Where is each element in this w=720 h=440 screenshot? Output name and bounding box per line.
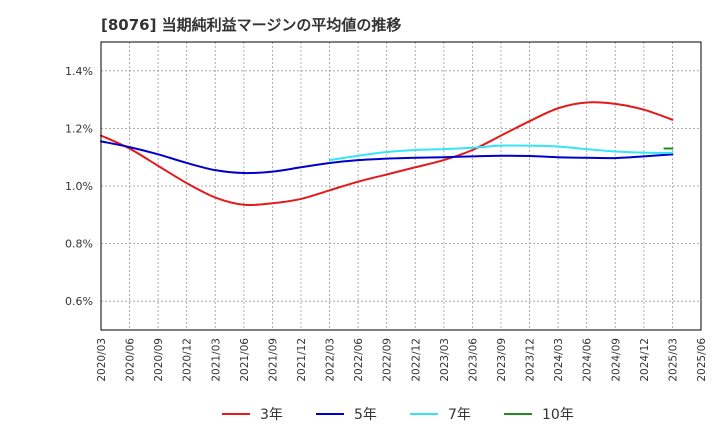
legend-item: 3年	[222, 404, 283, 424]
x-tick-label: 2023/03	[439, 338, 451, 382]
plot-frame	[100, 41, 702, 331]
x-tick-label: 2021/12	[296, 338, 308, 382]
legend-swatch	[222, 413, 250, 415]
x-tick-label: 2024/06	[582, 338, 594, 382]
x-tick-label: 2023/06	[467, 338, 479, 382]
x-tick-label: 2020/12	[182, 338, 194, 382]
x-tick-label: 2022/12	[410, 338, 422, 382]
chart-title: [8076] 当期純利益マージンの平均値の推移	[101, 16, 402, 34]
y-axis-ticks: 0.6% 0.8% 1.0% 1.2% 1.4%	[65, 65, 93, 308]
legend-swatch	[410, 413, 438, 415]
series-line-7年	[328, 144, 674, 162]
x-tick-label: 2021/09	[267, 338, 279, 382]
series-line-5年	[100, 140, 674, 175]
x-tick-label: 2025/06	[696, 338, 708, 382]
y-tick-label: 1.2%	[65, 122, 93, 135]
x-tick-label: 2020/03	[96, 338, 108, 382]
x-tick-label: 2020/06	[125, 338, 137, 382]
legend-item: 7年	[410, 404, 471, 424]
x-tick-label: 2022/06	[353, 338, 365, 382]
x-tick-label: 2025/03	[667, 338, 679, 382]
legend-swatch	[316, 413, 344, 415]
y-tick-label: 0.6%	[65, 295, 93, 308]
x-tick-label: 2021/03	[210, 338, 222, 382]
x-tick-label: 2024/12	[639, 338, 651, 382]
series-line-3年	[100, 101, 674, 207]
x-tick-label: 2024/09	[610, 338, 622, 382]
x-axis-ticks: 2020/03 2020/06 2020/09 2020/12 2021/03 2021/…	[96, 338, 708, 382]
x-tick-label: 2024/03	[553, 338, 565, 382]
y-tick-label: 1.4%	[65, 65, 93, 78]
legend-label: 3年	[260, 407, 283, 423]
series-lines	[100, 101, 674, 207]
legend-swatch	[504, 413, 532, 415]
legend: 3年 5年 7年 10年	[0, 404, 720, 428]
legend-label: 10年	[542, 407, 574, 423]
x-tick-label: 2022/09	[382, 338, 394, 382]
y-tick-label: 1.0%	[65, 180, 93, 193]
x-tick-label: 2023/12	[525, 338, 537, 382]
y-tick-label: 0.8%	[65, 238, 93, 251]
legend-label: 7年	[448, 407, 471, 423]
legend-label: 5年	[354, 407, 377, 423]
legend-item: 5年	[316, 404, 377, 424]
x-tick-label: 2022/03	[325, 338, 337, 382]
x-tick-label: 2023/09	[496, 338, 508, 382]
legend-item: 10年	[504, 404, 574, 424]
x-tick-label: 2021/06	[239, 338, 251, 382]
x-tick-label: 2020/09	[153, 338, 165, 382]
